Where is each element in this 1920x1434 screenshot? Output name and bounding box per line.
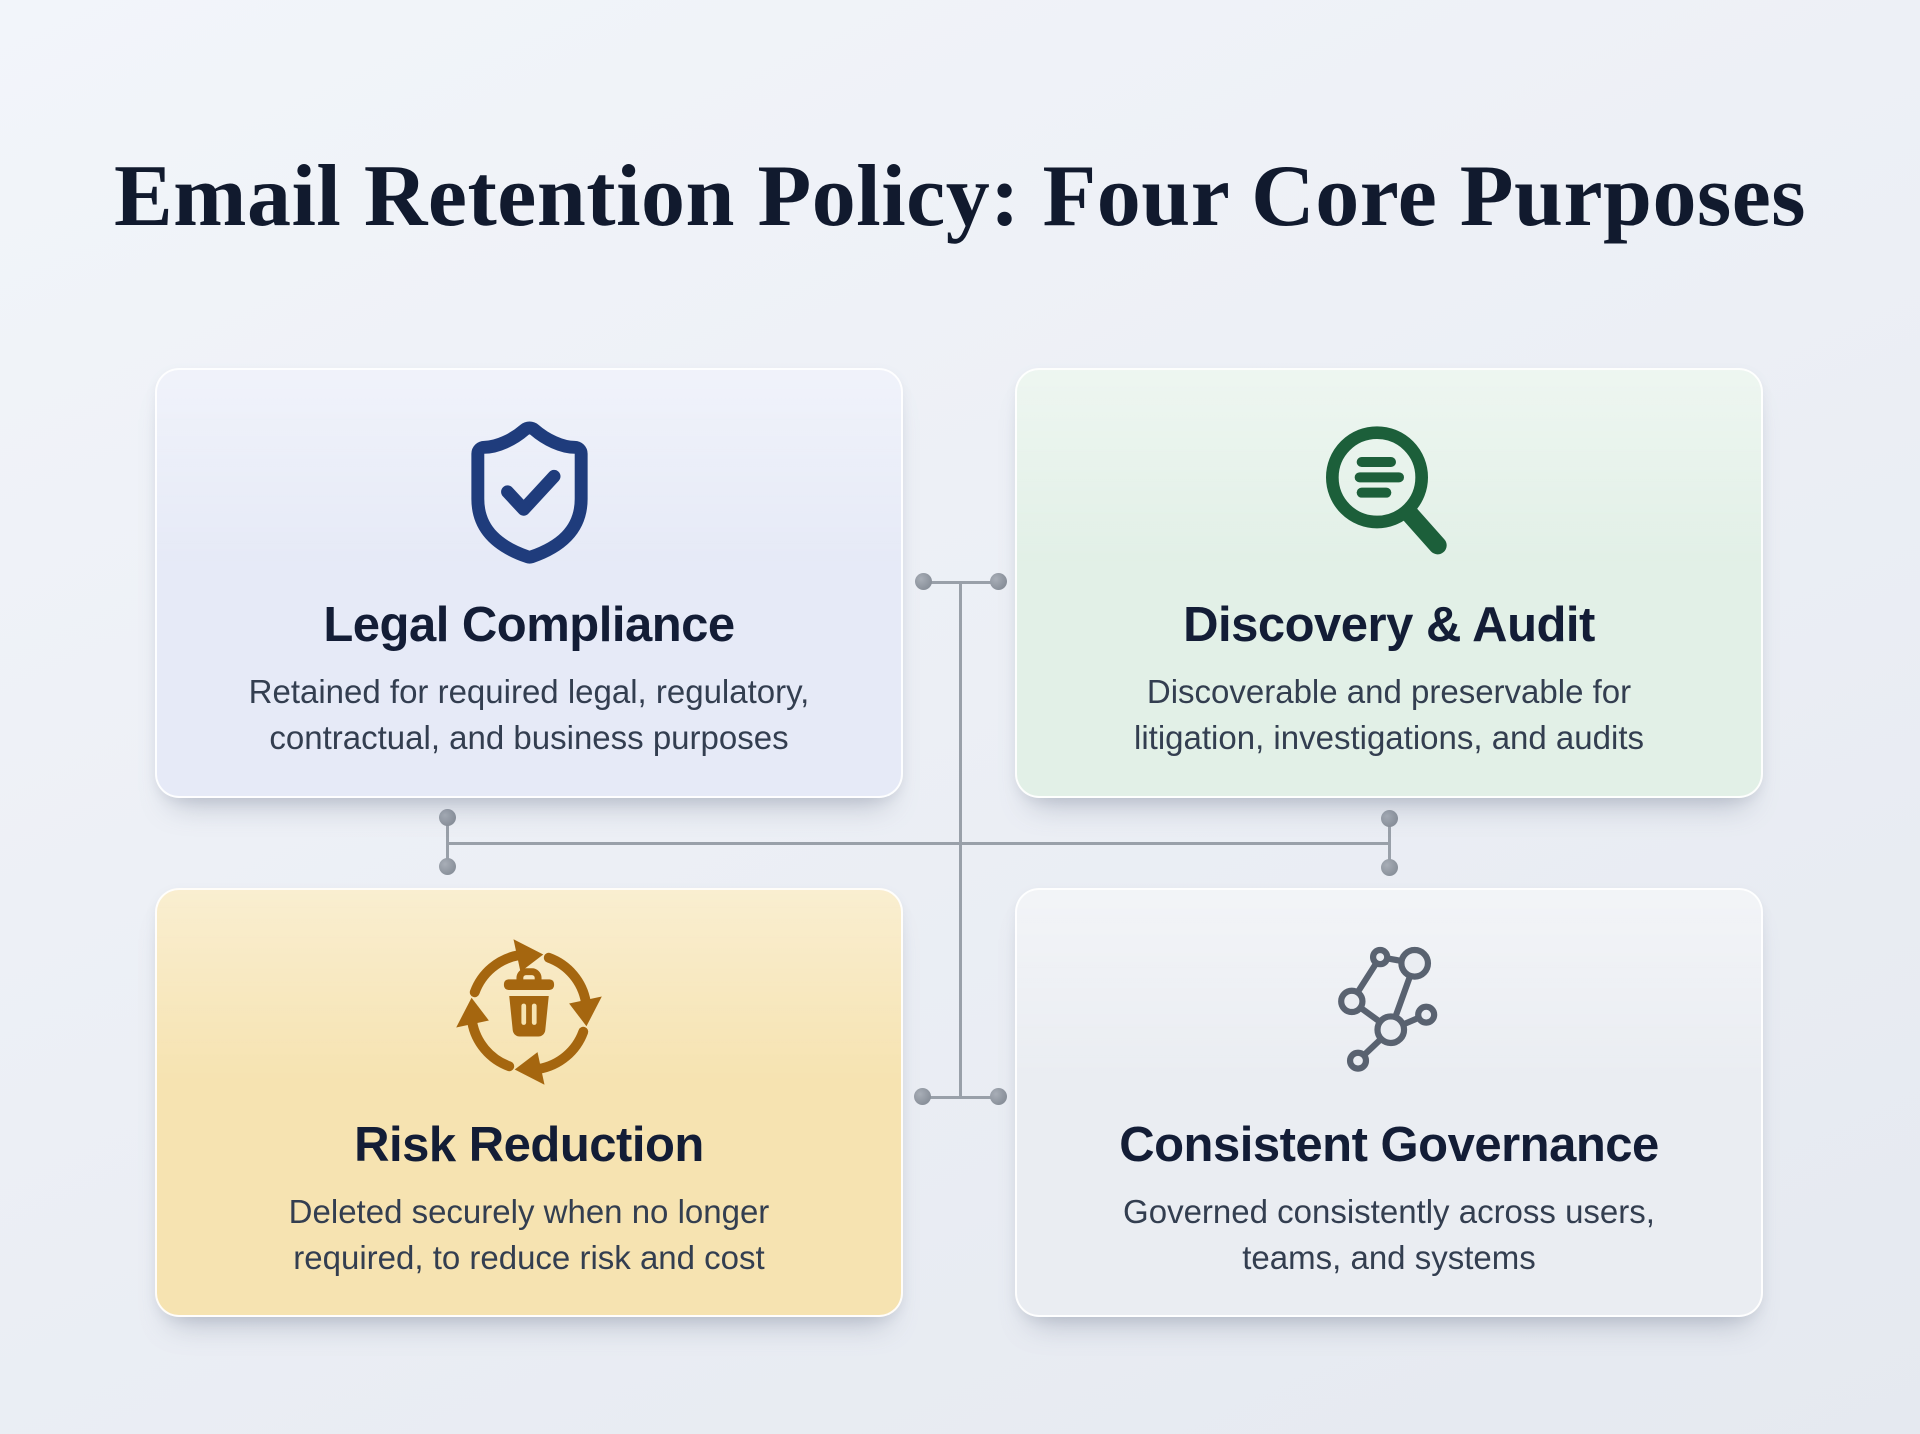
connector-dot (915, 573, 932, 590)
card-title: Discovery & Audit (1183, 598, 1595, 652)
card-title: Legal Compliance (323, 598, 735, 652)
card-title: Consistent Governance (1119, 1118, 1659, 1172)
card-legal-compliance: Legal Compliance Retained for required l… (155, 368, 903, 798)
connector-right-stub (1388, 818, 1391, 868)
connector-dot (439, 809, 456, 826)
connector-horizontal-line (447, 842, 1389, 845)
connector-dot (990, 1088, 1007, 1105)
card-description: Discoverable and preservable for litigat… (1134, 673, 1644, 756)
card-description: Deleted securely when no longer required… (288, 1193, 770, 1276)
connector-vertical-spine (959, 582, 962, 1097)
shield-check-icon (452, 412, 607, 572)
card-description: Retained for required legal, regulatory,… (248, 673, 810, 756)
connector-dot (1381, 810, 1398, 827)
card-discovery-audit: Discovery & Audit Discoverable and prese… (1015, 368, 1763, 798)
connector-left-stub (446, 817, 449, 867)
connector-dot (914, 1088, 931, 1105)
connector-dot (1381, 859, 1398, 876)
network-nodes-icon (1335, 932, 1443, 1092)
page-title: Email Retention Policy: Four Core Purpos… (113, 148, 1806, 245)
card-risk-reduction: Risk Reduction Deleted securely when no … (155, 888, 903, 1317)
trash-recycle-icon (453, 932, 605, 1092)
card-consistent-governance: Consistent Governance Governed consisten… (1015, 888, 1763, 1317)
magnifier-lines-icon (1309, 412, 1469, 572)
card-title: Risk Reduction (354, 1118, 704, 1172)
connector-dot (990, 573, 1007, 590)
card-description: Governed consistently across users, team… (1123, 1193, 1655, 1276)
connector-top-tbar (924, 581, 998, 584)
connector-dot (439, 858, 456, 875)
connector-bottom-tbar (923, 1096, 998, 1099)
